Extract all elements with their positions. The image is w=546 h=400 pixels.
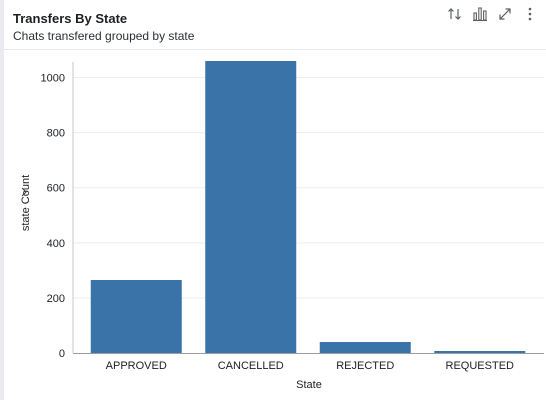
x-tick-label: APPROVED bbox=[106, 360, 167, 372]
y-axis-label: state Count bbox=[20, 175, 32, 231]
header-divider bbox=[4, 49, 546, 50]
bar-requested bbox=[434, 351, 526, 353]
chart-header: Transfers By State Chats transfered grou… bbox=[13, 10, 476, 44]
bar-rejected bbox=[319, 341, 411, 353]
expand-icon[interactable] bbox=[497, 6, 513, 22]
bar-approved bbox=[90, 280, 182, 353]
x-axis-label: State bbox=[296, 379, 322, 391]
bar-cancelled bbox=[205, 61, 297, 353]
y-tick-label: 800 bbox=[47, 128, 65, 140]
bar-chart: 0 200 400 600 800 1000 APPROVED CANCELLED REJEC… bbox=[20, 61, 544, 391]
chart-toolbar bbox=[447, 6, 538, 22]
chevron-down-icon[interactable] bbox=[21, 187, 27, 197]
y-axis-ticks: 0 200 400 600 800 1000 bbox=[41, 73, 65, 360]
x-tick-label: REQUESTED bbox=[446, 360, 515, 372]
more-vertical-icon[interactable] bbox=[522, 6, 538, 22]
x-axis-ticks: APPROVED CANCELLED REJECTED REQUESTED bbox=[106, 360, 514, 372]
y-tick-label: 1000 bbox=[41, 73, 65, 85]
x-tick-label: REJECTED bbox=[336, 360, 394, 372]
chart-title: Transfers By State bbox=[13, 11, 128, 26]
y-tick-label: 200 bbox=[47, 293, 65, 305]
grid-lines bbox=[73, 77, 544, 299]
y-tick-label: 400 bbox=[47, 238, 65, 250]
y-tick-label: 0 bbox=[59, 348, 65, 360]
x-tick-label: CANCELLED bbox=[218, 360, 284, 372]
y-axis-label-group[interactable]: state Count bbox=[20, 175, 32, 231]
y-tick-label: 600 bbox=[47, 183, 65, 195]
bar-chart-icon[interactable] bbox=[472, 6, 488, 22]
bars bbox=[90, 61, 526, 353]
chart-subtitle: Chats transfered grouped by state bbox=[13, 29, 195, 43]
sort-arrows-icon[interactable] bbox=[447, 6, 463, 22]
